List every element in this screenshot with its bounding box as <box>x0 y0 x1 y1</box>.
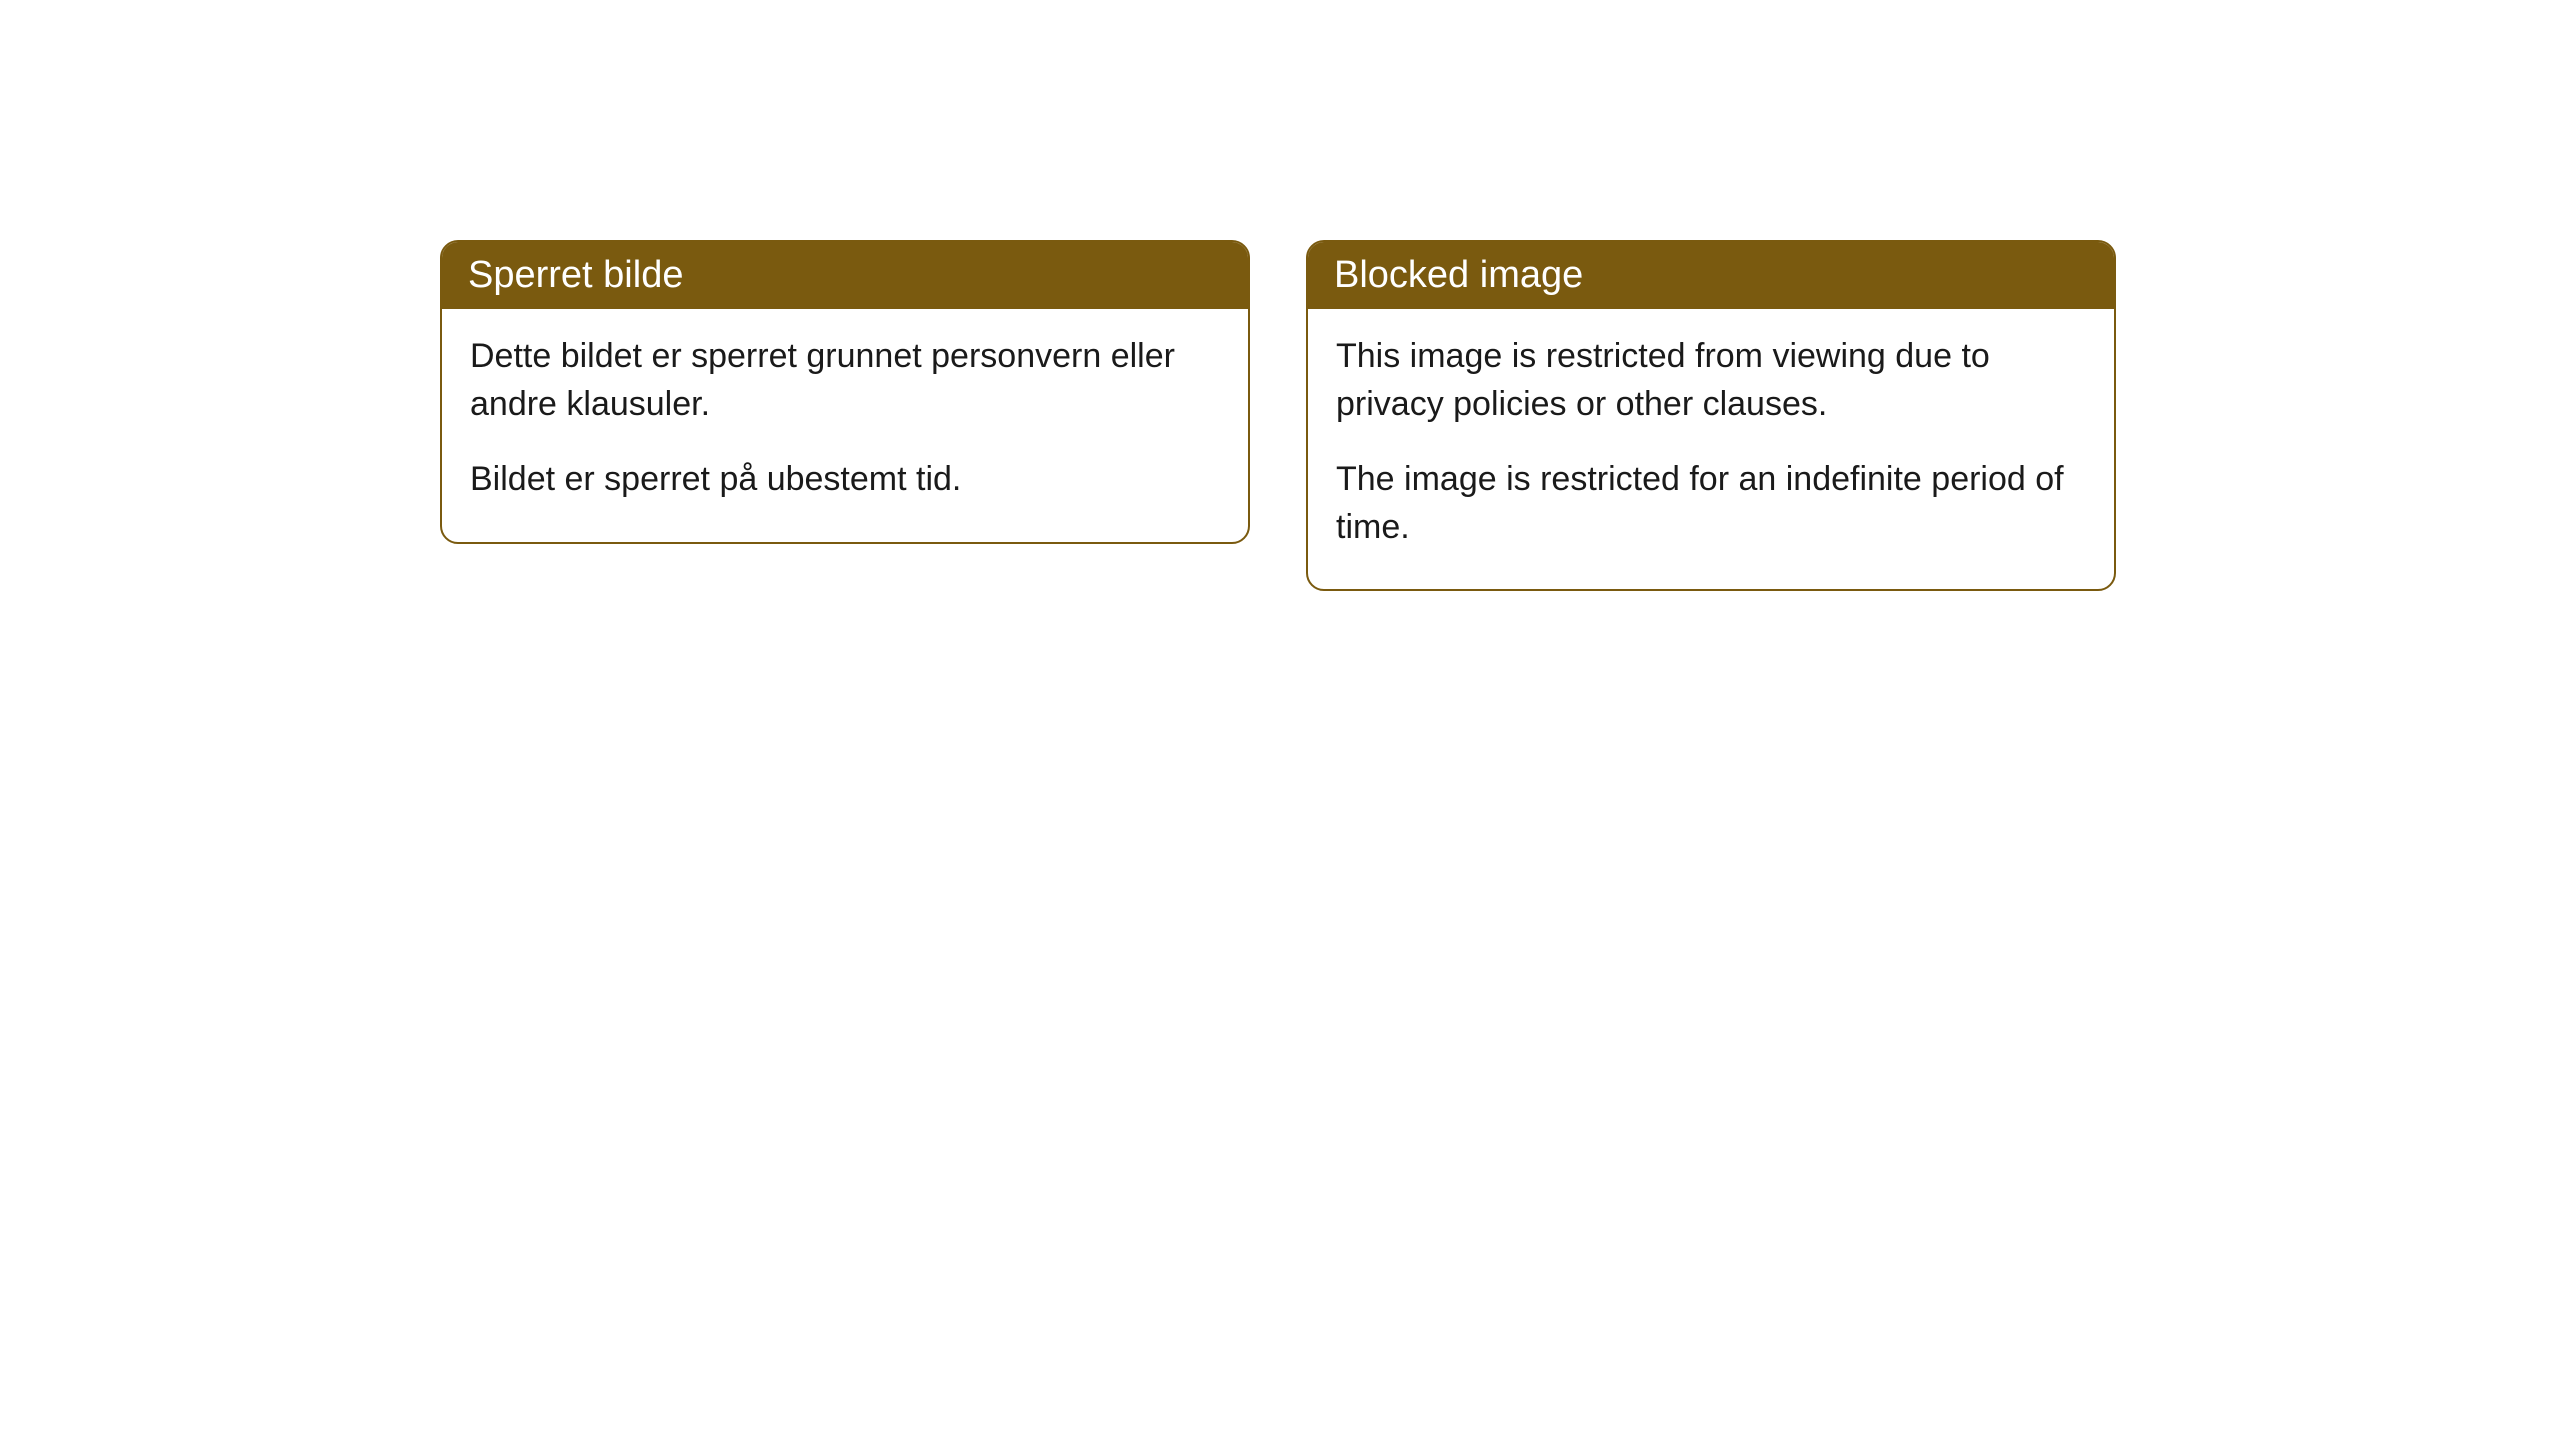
notice-title: Sperret bilde <box>468 254 683 296</box>
notice-paragraph: Bildet er sperret på ubestemt tid. <box>470 456 1220 504</box>
notice-paragraph: The image is restricted for an indefinit… <box>1336 456 2086 551</box>
notice-body: Dette bildet er sperret grunnet personve… <box>442 309 1248 542</box>
notice-body: This image is restricted from viewing du… <box>1308 309 2114 589</box>
notice-card-english: Blocked image This image is restricted f… <box>1306 240 2116 591</box>
notice-paragraph: This image is restricted from viewing du… <box>1336 333 2086 428</box>
notice-title: Blocked image <box>1334 254 1583 296</box>
notice-card-norwegian: Sperret bilde Dette bildet er sperret gr… <box>440 240 1250 544</box>
notice-header: Sperret bilde <box>442 242 1248 309</box>
notice-paragraph: Dette bildet er sperret grunnet personve… <box>470 333 1220 428</box>
notice-header: Blocked image <box>1308 242 2114 309</box>
